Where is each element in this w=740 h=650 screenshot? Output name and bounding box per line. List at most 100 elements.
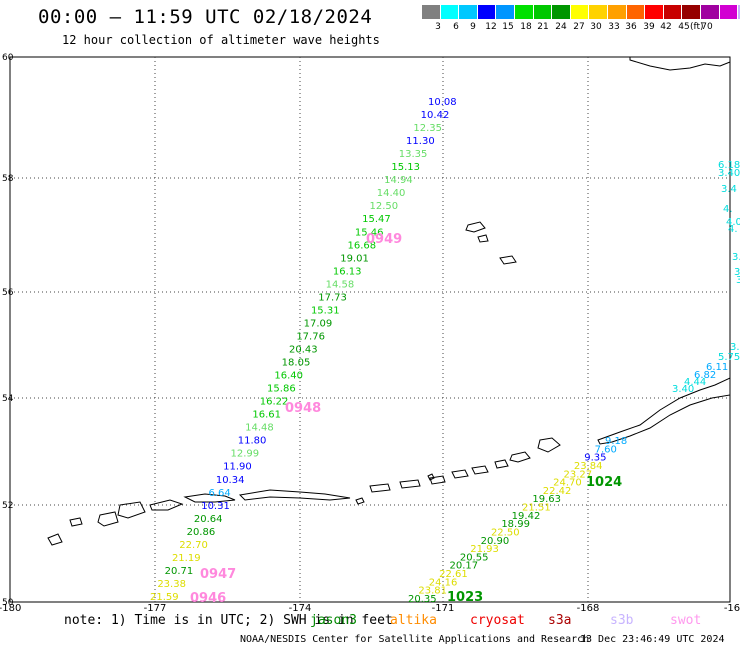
track-a-value: 14.40 xyxy=(377,188,406,199)
track-d-value: 4. xyxy=(723,204,733,215)
track-b-value: 24.16 xyxy=(429,577,458,588)
coastline xyxy=(597,377,731,445)
track-a-value: 23.38 xyxy=(157,579,186,590)
color-swatch xyxy=(700,5,720,19)
coastline xyxy=(451,469,469,479)
track-a-value: 13.35 xyxy=(399,149,428,160)
track-a-value: 17.73 xyxy=(318,292,347,303)
track-a-value: 10.42 xyxy=(421,110,450,121)
coastline xyxy=(477,234,489,243)
coastline xyxy=(369,483,391,493)
track-a-value: 14.48 xyxy=(245,423,274,434)
track-b-value: 21.93 xyxy=(470,544,499,555)
color-scale-tick: 21 xyxy=(537,22,549,32)
coastline xyxy=(427,473,435,481)
satellite-legend-jason3: jason3 xyxy=(310,613,357,628)
track-c-value: 4.44 xyxy=(684,377,706,388)
color-swatch xyxy=(440,5,460,19)
color-scale-unit: (ft) xyxy=(690,22,704,32)
coastline xyxy=(494,459,509,469)
color-swatch xyxy=(719,5,739,19)
track-a-value: 21.59 xyxy=(150,592,179,603)
track-a-value: 19.01 xyxy=(340,253,369,264)
coastline xyxy=(69,517,83,527)
track-b-value: 19.63 xyxy=(532,494,561,505)
track-b-value: 9.18 xyxy=(605,436,627,447)
color-swatch xyxy=(496,5,515,19)
track-a-value: 11.80 xyxy=(238,436,267,447)
track-b-value: 18.99 xyxy=(501,519,530,530)
coastline xyxy=(499,255,517,265)
track-b-value: 7.60 xyxy=(595,444,617,455)
satellite-legend-altika: altika xyxy=(390,613,437,628)
pass-time-label: 0949 xyxy=(366,232,402,247)
coastline xyxy=(183,493,236,503)
latitude-label: 58 xyxy=(2,174,14,184)
coastline xyxy=(465,221,486,233)
track-b-value: 19.42 xyxy=(512,511,541,522)
track-b-value: 22.61 xyxy=(439,569,468,580)
color-scale-tick: 15 xyxy=(502,22,514,32)
latitude-label: 52 xyxy=(2,501,13,511)
track-b-value: 23.81 xyxy=(418,586,447,597)
track-a-value: 12.35 xyxy=(413,123,442,134)
track-a-value: 20.71 xyxy=(165,566,194,577)
track-b-value: 20.35 xyxy=(408,594,437,605)
track-b-value: 23.27 xyxy=(564,469,593,480)
color-scale-tick: 3 xyxy=(435,22,441,32)
track-a-value: 10.34 xyxy=(216,475,245,486)
color-scale-tick: 18 xyxy=(520,22,532,32)
latitude-label: 60 xyxy=(2,53,14,63)
page-title: 00:00 – 11:59 UTC 02/18/2024 xyxy=(38,6,373,28)
color-scale-ticks: 3 6 9 12 15 18 21 24 27 30 33 36 39 42 45 70 xyxy=(422,22,732,34)
coastline xyxy=(97,511,119,527)
pass-time-label: 0948 xyxy=(285,401,321,416)
track-b-value: 23.84 xyxy=(574,461,603,472)
track-c-value: 6.11 xyxy=(706,362,728,373)
longitude-label: -180 xyxy=(0,603,21,614)
coastline xyxy=(471,465,489,475)
track-d-value: 4. xyxy=(728,224,738,235)
page-subtitle: 12 hour collection of altimeter wave hei… xyxy=(62,33,380,47)
color-swatch xyxy=(533,5,553,19)
longitude-label: -177 xyxy=(144,603,167,614)
color-scale-tick: 9 xyxy=(470,22,476,32)
color-swatch xyxy=(663,5,683,19)
longitude-label: -174 xyxy=(289,603,312,614)
satellite-legend-swot: swot xyxy=(670,613,702,628)
track-b-value: 20.90 xyxy=(481,536,510,547)
track-a-value: 14.58 xyxy=(326,279,355,290)
footer-note: note: 1) Time is in UTC; 2) SWH is in fe… xyxy=(64,613,393,628)
coastline xyxy=(355,497,365,505)
coastline xyxy=(117,501,146,519)
map-frame xyxy=(9,56,731,603)
color-scale-tick: 39 xyxy=(643,22,655,32)
latitude-label: 54 xyxy=(2,394,14,404)
color-scale-tick: 33 xyxy=(608,22,620,32)
color-scale-tick: 24 xyxy=(555,22,567,32)
track-a-value: 15.13 xyxy=(391,162,420,173)
track-a-value: 20.64 xyxy=(194,514,223,525)
color-scale-tick: 12 xyxy=(485,22,497,32)
color-scale-tick: 36 xyxy=(625,22,637,32)
track-a-value: 17.76 xyxy=(296,331,325,342)
track-d-value: 3.40 xyxy=(718,168,740,179)
color-swatch xyxy=(589,5,608,19)
color-swatch xyxy=(738,5,740,19)
track-c-value: 6.82 xyxy=(694,370,716,381)
track-b-value: 20.55 xyxy=(460,552,489,563)
color-swatch xyxy=(422,5,441,19)
track-a-value: 15.47 xyxy=(362,214,391,225)
color-scale-tick: 42 xyxy=(660,22,672,32)
longitude-label: -168 xyxy=(577,603,600,614)
track-a-value: 22.70 xyxy=(179,540,208,551)
track-d-value: 3. xyxy=(734,267,740,278)
coastline xyxy=(429,475,446,485)
track-a-value: 15.46 xyxy=(355,227,384,238)
track-b-value: 24.70 xyxy=(553,478,582,489)
color-swatch xyxy=(607,5,627,19)
pass-time-label: 0947 xyxy=(200,567,236,582)
track-a-value: 16.13 xyxy=(333,266,362,277)
